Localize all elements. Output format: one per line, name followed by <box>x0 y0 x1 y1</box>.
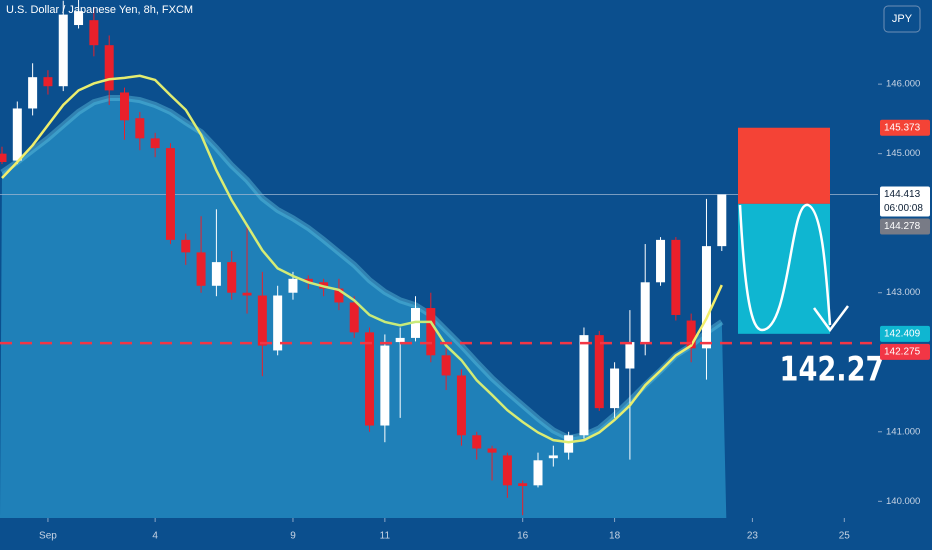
price-label: 145.373 <box>884 122 921 133</box>
candle-body <box>610 368 620 409</box>
projection-curve <box>738 203 832 332</box>
x-tick-label: 25 <box>839 531 851 542</box>
candle-body <box>58 14 68 87</box>
candle-body <box>242 292 252 296</box>
level-annotation: 142.27 <box>780 349 885 389</box>
y-tick-label: 145.000 <box>886 148 920 159</box>
candle-body <box>196 252 206 286</box>
candle-body <box>380 345 390 426</box>
countdown-label: 06:00:08 <box>884 203 923 214</box>
candle-body <box>257 295 267 346</box>
x-tick-label: 18 <box>609 531 621 542</box>
candle-body <box>579 335 589 436</box>
candle-body <box>564 435 574 453</box>
x-tick-label: Sep <box>39 531 57 542</box>
y-tick-label: 140.000 <box>886 496 920 507</box>
candle-body <box>334 288 344 303</box>
candle-body <box>594 335 604 409</box>
price-label-bg <box>880 343 930 360</box>
stop-zone <box>738 127 830 204</box>
candle-body <box>0 153 7 163</box>
price-label-bg <box>880 325 930 342</box>
target-zone <box>738 203 830 334</box>
plot-area <box>0 0 878 518</box>
candle-body <box>717 194 727 247</box>
candle-body <box>671 239 681 315</box>
price-label-bg <box>880 218 930 235</box>
chart-title: U.S. Dollar / Japanese Yen, 8h, FXCM <box>6 4 193 16</box>
candle-body <box>625 342 635 369</box>
price-label-bg <box>880 186 930 217</box>
candle-body <box>426 308 436 356</box>
y-tick-label: 141.000 <box>886 426 920 437</box>
candle-body <box>395 337 405 343</box>
x-tick-label: 11 <box>380 531 391 542</box>
candle-body <box>288 278 298 293</box>
candle-body <box>12 108 22 161</box>
candle-body <box>89 20 99 46</box>
candle-body <box>150 138 160 149</box>
candle-body <box>43 77 53 87</box>
x-tick-label: 23 <box>747 531 759 542</box>
price-label: 142.275 <box>884 346 921 357</box>
x-tick-label: 4 <box>152 531 158 542</box>
candle-body <box>135 118 145 139</box>
candle-body <box>640 282 650 343</box>
candle-body <box>104 45 114 91</box>
price-label-bg <box>880 119 930 136</box>
candle-body <box>656 239 666 283</box>
candle-body <box>533 460 543 486</box>
candle-body <box>28 77 38 109</box>
candle-body <box>441 355 451 376</box>
projection-arrow <box>812 305 849 333</box>
candle-body <box>303 278 313 283</box>
candle-body <box>487 448 497 453</box>
candle-body <box>74 11 84 26</box>
candle-body <box>181 239 191 253</box>
y-tick-label: 143.000 <box>886 287 920 298</box>
candle-body <box>502 455 512 486</box>
candle-body <box>518 483 528 487</box>
y-tick-label: 146.000 <box>886 79 920 90</box>
currency-button[interactable] <box>883 5 921 33</box>
candle-body <box>686 320 696 349</box>
candle-body <box>701 246 711 349</box>
candle-body <box>548 455 558 459</box>
price-label: 142.409 <box>884 328 921 339</box>
currency-button-label[interactable]: JPY <box>892 13 913 25</box>
candle-body <box>472 435 482 449</box>
candle-body <box>273 295 283 351</box>
price-label: 144.413 <box>884 189 921 200</box>
candle-body <box>120 92 130 121</box>
candle-body <box>165 148 175 240</box>
candle-body <box>211 262 221 286</box>
candle-body <box>365 332 375 426</box>
x-tick-label: 16 <box>517 531 529 542</box>
x-tick-label: 9 <box>290 531 296 542</box>
price-label: 144.278 <box>884 221 921 232</box>
moving-average <box>1 74 723 444</box>
candle-body <box>227 262 237 293</box>
candle-body <box>456 375 466 436</box>
candle-body <box>349 302 359 333</box>
